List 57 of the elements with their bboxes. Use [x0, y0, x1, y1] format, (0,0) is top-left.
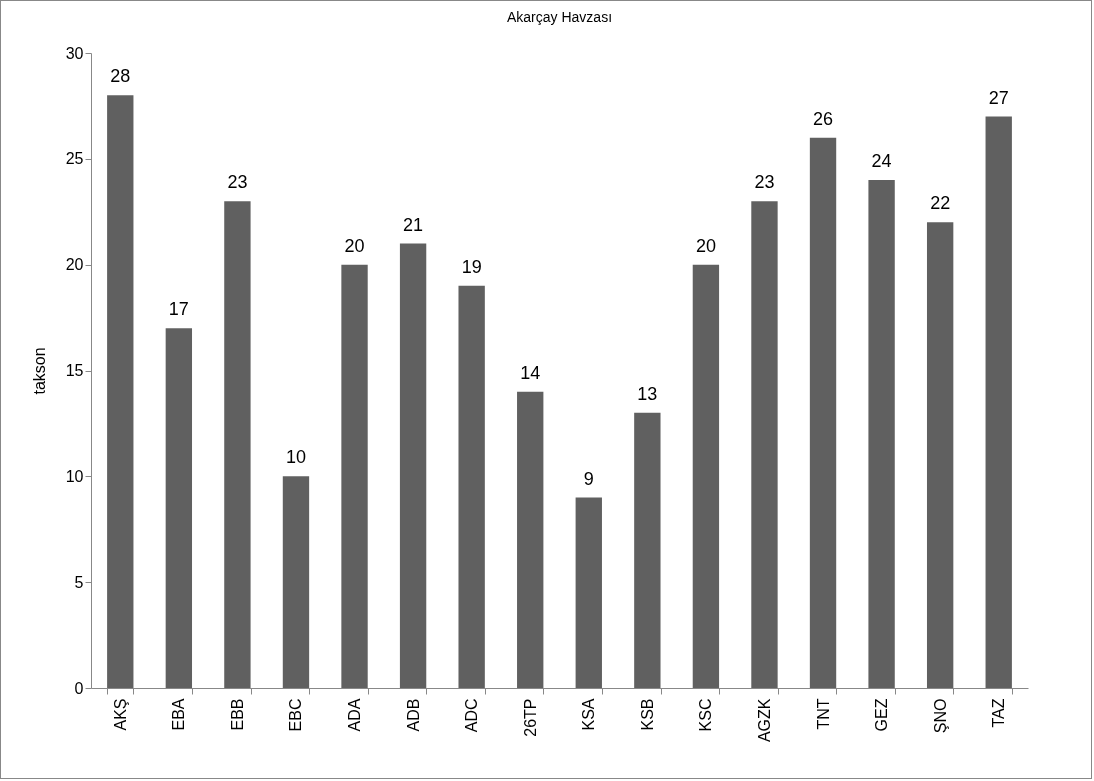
y-axis-title: takson: [30, 347, 48, 395]
data-label: 28: [110, 66, 131, 87]
x-tick-label: AGZK: [755, 698, 773, 743]
y-tick-label: 30: [65, 44, 84, 62]
bar: [107, 95, 134, 688]
data-label: 20: [695, 235, 716, 256]
bar: [926, 222, 954, 688]
bar: [692, 264, 720, 688]
bar: [751, 201, 778, 688]
x-tick-label: EBC: [287, 698, 305, 732]
bar: [165, 328, 193, 688]
data-label: 17: [168, 299, 189, 320]
bar: [517, 391, 544, 688]
x-tick-label: TNT: [814, 698, 832, 730]
data-label: 23: [754, 172, 775, 193]
x-tick-label: TAZ: [990, 698, 1008, 728]
data-label: 13: [637, 383, 658, 404]
y-tick-label: 25: [65, 150, 84, 168]
bar: [399, 243, 427, 688]
data-label: 20: [344, 235, 365, 256]
data-label: 9: [583, 468, 594, 489]
x-tick-label: KSA: [580, 698, 598, 731]
bar: [282, 476, 310, 688]
data-label: 24: [871, 151, 892, 171]
data-label: 23: [227, 172, 248, 193]
x-tick-label: EBA: [170, 698, 188, 731]
data-label: 21: [403, 214, 424, 235]
y-tick-label: 15: [65, 362, 84, 379]
bar: [985, 116, 1012, 688]
bar: [341, 264, 368, 688]
bar: [458, 285, 485, 688]
data-label: 19: [461, 256, 482, 277]
x-tick-label: ADB: [404, 698, 422, 732]
bar: [809, 137, 837, 688]
data-label: 27: [988, 87, 1009, 108]
x-tick-label: KSC: [697, 698, 715, 732]
data-label: 10: [285, 447, 306, 468]
bar: [868, 180, 895, 688]
x-tick-label: GEZ: [873, 698, 891, 732]
y-tick-label: 10: [65, 467, 84, 485]
data-label: 14: [520, 362, 541, 383]
x-tick-label: ADC: [463, 698, 481, 733]
x-tick-label: ADA: [346, 698, 364, 732]
chart-title: Akarçay Havzası: [506, 9, 613, 25]
x-tick-label: AKŞ: [111, 698, 129, 731]
bar: [634, 412, 661, 688]
x-tick-label: 26TP: [521, 698, 539, 737]
x-tick-label: ŞNO: [931, 698, 949, 734]
data-label: 26: [813, 108, 834, 129]
x-tick-label: KSB: [638, 698, 656, 731]
bar: [575, 497, 602, 688]
bar: [224, 201, 251, 688]
data-label: 22: [930, 193, 951, 214]
x-tick-label: EBB: [228, 698, 246, 731]
y-tick-label: 5: [74, 573, 84, 591]
y-tick-label: 0: [74, 679, 84, 697]
y-tick-label: 20: [65, 256, 84, 274]
